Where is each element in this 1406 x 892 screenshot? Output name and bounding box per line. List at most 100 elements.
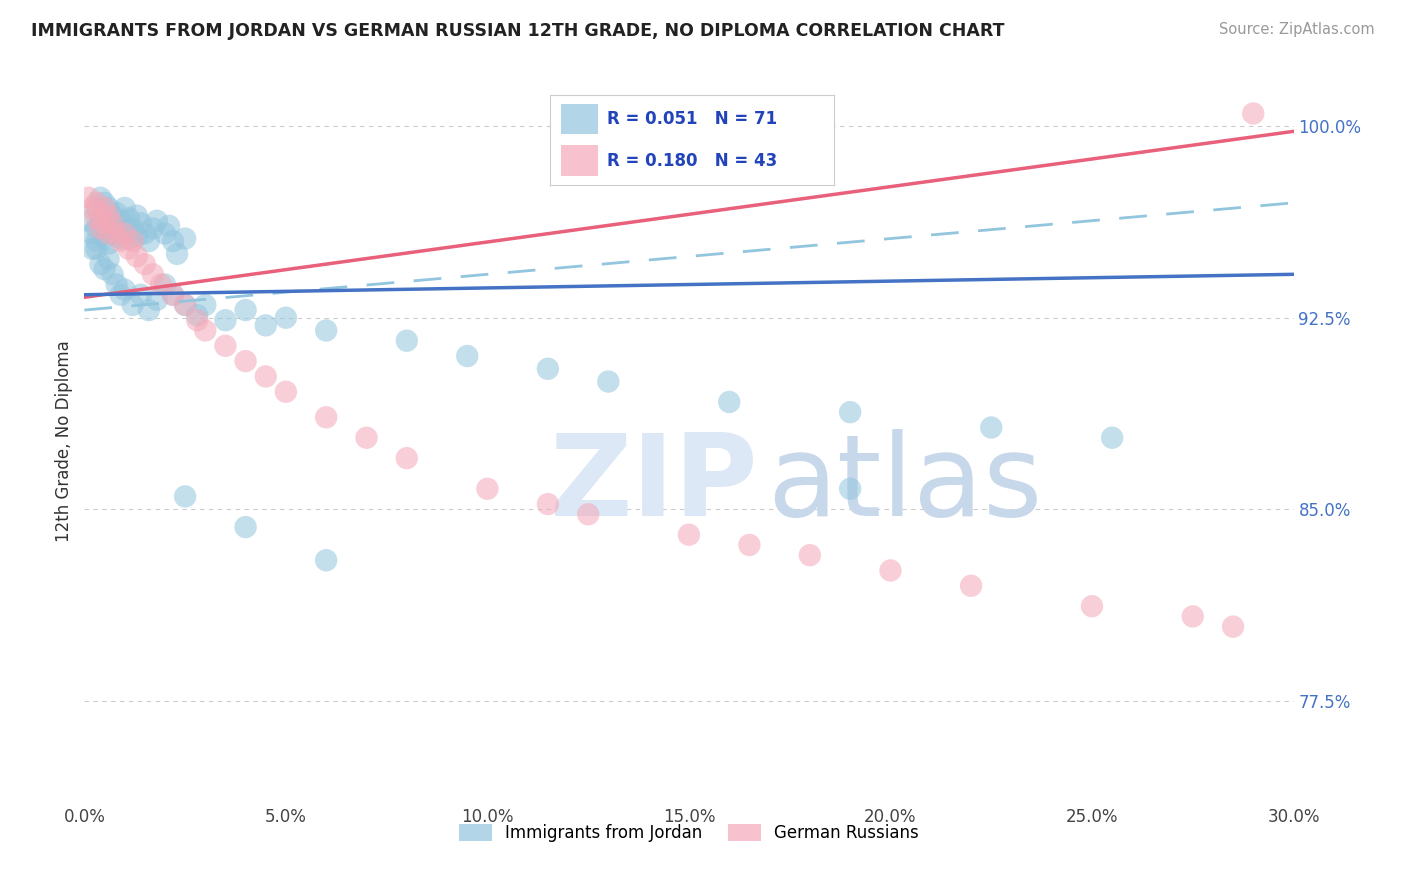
Point <box>477 482 499 496</box>
Point <box>186 308 208 322</box>
Point <box>149 277 172 292</box>
Y-axis label: 12th Grade, No Diploma: 12th Grade, No Diploma <box>55 341 73 542</box>
Point <box>274 384 297 399</box>
Point <box>93 216 115 230</box>
Point <box>110 231 132 245</box>
Point <box>77 213 100 227</box>
Point <box>142 268 165 282</box>
Point <box>235 354 257 368</box>
Point <box>121 298 143 312</box>
Point <box>315 323 337 337</box>
Point <box>146 213 169 227</box>
Point <box>214 339 236 353</box>
Point <box>93 262 115 277</box>
Point <box>121 221 143 235</box>
Point <box>97 227 120 241</box>
Point <box>576 508 599 522</box>
Point <box>146 293 169 307</box>
Point <box>86 234 108 248</box>
Point <box>114 201 136 215</box>
Point <box>274 310 297 325</box>
Point <box>93 195 115 210</box>
Point <box>738 538 761 552</box>
Point <box>254 369 277 384</box>
Point <box>1181 609 1204 624</box>
Point <box>129 216 152 230</box>
Point <box>105 206 128 220</box>
Legend: Immigrants from Jordan, German Russians: Immigrants from Jordan, German Russians <box>453 817 925 848</box>
Point <box>86 211 108 226</box>
Point <box>315 553 337 567</box>
Point <box>598 375 620 389</box>
Point <box>678 527 700 541</box>
Point <box>839 405 862 419</box>
Point <box>82 227 104 241</box>
Point <box>194 323 217 337</box>
Point <box>537 497 560 511</box>
Point <box>718 395 741 409</box>
Point <box>356 431 378 445</box>
Point <box>162 287 184 301</box>
Point <box>162 234 184 248</box>
Text: Source: ZipAtlas.com: Source: ZipAtlas.com <box>1219 22 1375 37</box>
Point <box>114 283 136 297</box>
Point <box>153 277 176 292</box>
Text: ZIP: ZIP <box>550 429 758 541</box>
Point <box>186 313 208 327</box>
Point <box>93 216 115 230</box>
Point <box>89 257 111 271</box>
Point <box>77 191 100 205</box>
Point <box>101 268 124 282</box>
Point <box>89 206 111 220</box>
Point <box>214 313 236 327</box>
Point <box>839 482 862 496</box>
Point <box>110 287 132 301</box>
Text: IMMIGRANTS FROM JORDAN VS GERMAN RUSSIAN 12TH GRADE, NO DIPLOMA CORRELATION CHAR: IMMIGRANTS FROM JORDAN VS GERMAN RUSSIAN… <box>31 22 1004 40</box>
Point <box>101 209 124 223</box>
Point <box>395 451 418 466</box>
Point <box>960 579 983 593</box>
Point <box>105 277 128 292</box>
Point <box>157 219 180 233</box>
Point <box>125 209 148 223</box>
Point <box>254 318 277 333</box>
Point <box>174 490 197 504</box>
Point <box>315 410 337 425</box>
Point <box>235 520 257 534</box>
Point <box>89 221 111 235</box>
Point <box>86 221 108 235</box>
Point <box>118 242 141 256</box>
Point <box>162 287 184 301</box>
Point <box>86 195 108 210</box>
Point <box>1241 106 1264 120</box>
Point <box>82 201 104 215</box>
Point <box>101 216 124 230</box>
Point <box>97 252 120 266</box>
Point <box>879 564 901 578</box>
Point <box>134 227 156 241</box>
Point <box>86 201 108 215</box>
Point <box>97 201 120 215</box>
Point <box>537 361 560 376</box>
Point <box>174 298 197 312</box>
Point <box>129 287 152 301</box>
Point <box>1101 431 1123 445</box>
Point <box>110 234 132 248</box>
Point <box>118 211 141 226</box>
Point <box>105 221 128 235</box>
Point <box>1081 599 1104 614</box>
Point <box>82 242 104 256</box>
Point <box>153 227 176 241</box>
Point <box>799 548 821 562</box>
Text: atlas: atlas <box>768 429 1043 541</box>
Point <box>138 303 160 318</box>
Point <box>97 221 120 235</box>
Point <box>235 303 257 318</box>
Point <box>110 213 132 227</box>
Point <box>125 249 148 263</box>
Point <box>166 247 188 261</box>
Point <box>114 227 136 241</box>
Point <box>1222 620 1244 634</box>
Point <box>174 231 197 245</box>
Point <box>93 231 115 245</box>
